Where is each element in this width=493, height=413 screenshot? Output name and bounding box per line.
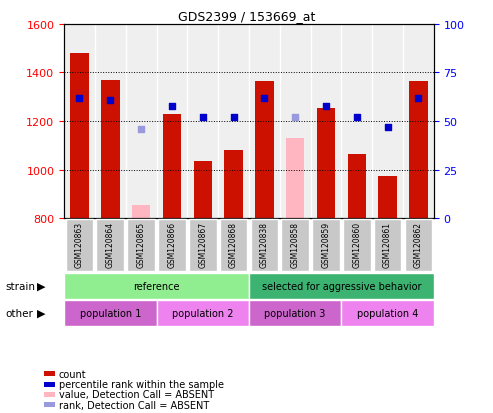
FancyBboxPatch shape [97, 220, 124, 271]
Text: rank, Detection Call = ABSENT: rank, Detection Call = ABSENT [59, 400, 209, 410]
FancyBboxPatch shape [282, 220, 309, 271]
Text: GSM120838: GSM120838 [260, 222, 269, 268]
Point [199, 115, 207, 121]
Bar [255, 82, 274, 219]
Point [291, 115, 299, 121]
Bar [348, 154, 366, 219]
Bar [403, 25, 434, 219]
Bar [70, 54, 89, 219]
Text: reference: reference [133, 281, 180, 291]
Text: GSM120868: GSM120868 [229, 222, 238, 268]
Text: GSM120858: GSM120858 [291, 222, 300, 268]
Text: GSM120859: GSM120859 [321, 222, 330, 268]
FancyBboxPatch shape [343, 220, 371, 271]
Text: GSM120867: GSM120867 [198, 222, 207, 268]
Point [168, 103, 176, 109]
Bar [224, 151, 243, 219]
Bar [163, 114, 181, 219]
Bar [409, 82, 427, 219]
Bar [132, 206, 150, 219]
Text: GSM120862: GSM120862 [414, 222, 423, 268]
Bar [187, 25, 218, 219]
FancyBboxPatch shape [66, 220, 93, 271]
Bar [44, 371, 55, 376]
Bar [311, 25, 341, 219]
Text: GDS2399 / 153669_at: GDS2399 / 153669_at [178, 10, 315, 23]
FancyBboxPatch shape [374, 220, 401, 271]
Text: population 3: population 3 [265, 308, 326, 318]
Point [322, 103, 330, 109]
Point [137, 126, 145, 133]
Text: GSM120865: GSM120865 [137, 222, 145, 268]
Bar [341, 25, 372, 219]
Text: selected for aggressive behavior: selected for aggressive behavior [262, 281, 421, 291]
Bar [372, 25, 403, 219]
FancyBboxPatch shape [341, 300, 434, 326]
Text: count: count [59, 369, 87, 379]
Bar [378, 176, 397, 219]
Text: percentile rank within the sample: percentile rank within the sample [59, 379, 224, 389]
Point [353, 115, 361, 121]
Text: population 1: population 1 [80, 308, 141, 318]
Bar [193, 162, 212, 219]
Point [384, 124, 391, 131]
Point [230, 115, 238, 121]
FancyBboxPatch shape [250, 220, 278, 271]
Text: GSM120864: GSM120864 [106, 222, 115, 268]
Point [415, 95, 423, 102]
FancyBboxPatch shape [405, 220, 432, 271]
Text: other: other [5, 308, 33, 318]
Bar [44, 382, 55, 387]
FancyBboxPatch shape [64, 273, 249, 299]
Text: population 2: population 2 [172, 308, 234, 318]
Bar [249, 25, 280, 219]
Bar [280, 25, 311, 219]
Text: value, Detection Call = ABSENT: value, Detection Call = ABSENT [59, 389, 214, 399]
Bar [157, 25, 187, 219]
Text: population 4: population 4 [357, 308, 418, 318]
Point [260, 95, 268, 102]
Bar [101, 81, 120, 219]
Point [75, 95, 83, 102]
Bar [126, 25, 157, 219]
Bar [64, 25, 95, 219]
FancyBboxPatch shape [220, 220, 247, 271]
Bar [218, 25, 249, 219]
Text: GSM120860: GSM120860 [352, 222, 361, 268]
FancyBboxPatch shape [189, 220, 216, 271]
Text: strain: strain [5, 281, 35, 291]
Text: GSM120863: GSM120863 [75, 222, 84, 268]
Bar [95, 25, 126, 219]
FancyBboxPatch shape [158, 220, 186, 271]
FancyBboxPatch shape [312, 220, 340, 271]
Bar [44, 392, 55, 397]
Text: GSM120866: GSM120866 [168, 222, 176, 268]
FancyBboxPatch shape [157, 300, 249, 326]
FancyBboxPatch shape [127, 220, 155, 271]
Text: ▶: ▶ [37, 308, 45, 318]
FancyBboxPatch shape [249, 300, 341, 326]
Point [106, 97, 114, 104]
FancyBboxPatch shape [249, 273, 434, 299]
Bar [317, 109, 335, 219]
Text: ▶: ▶ [37, 281, 45, 291]
Bar [286, 139, 305, 219]
FancyBboxPatch shape [64, 300, 157, 326]
Bar [44, 402, 55, 407]
Text: GSM120861: GSM120861 [383, 222, 392, 268]
